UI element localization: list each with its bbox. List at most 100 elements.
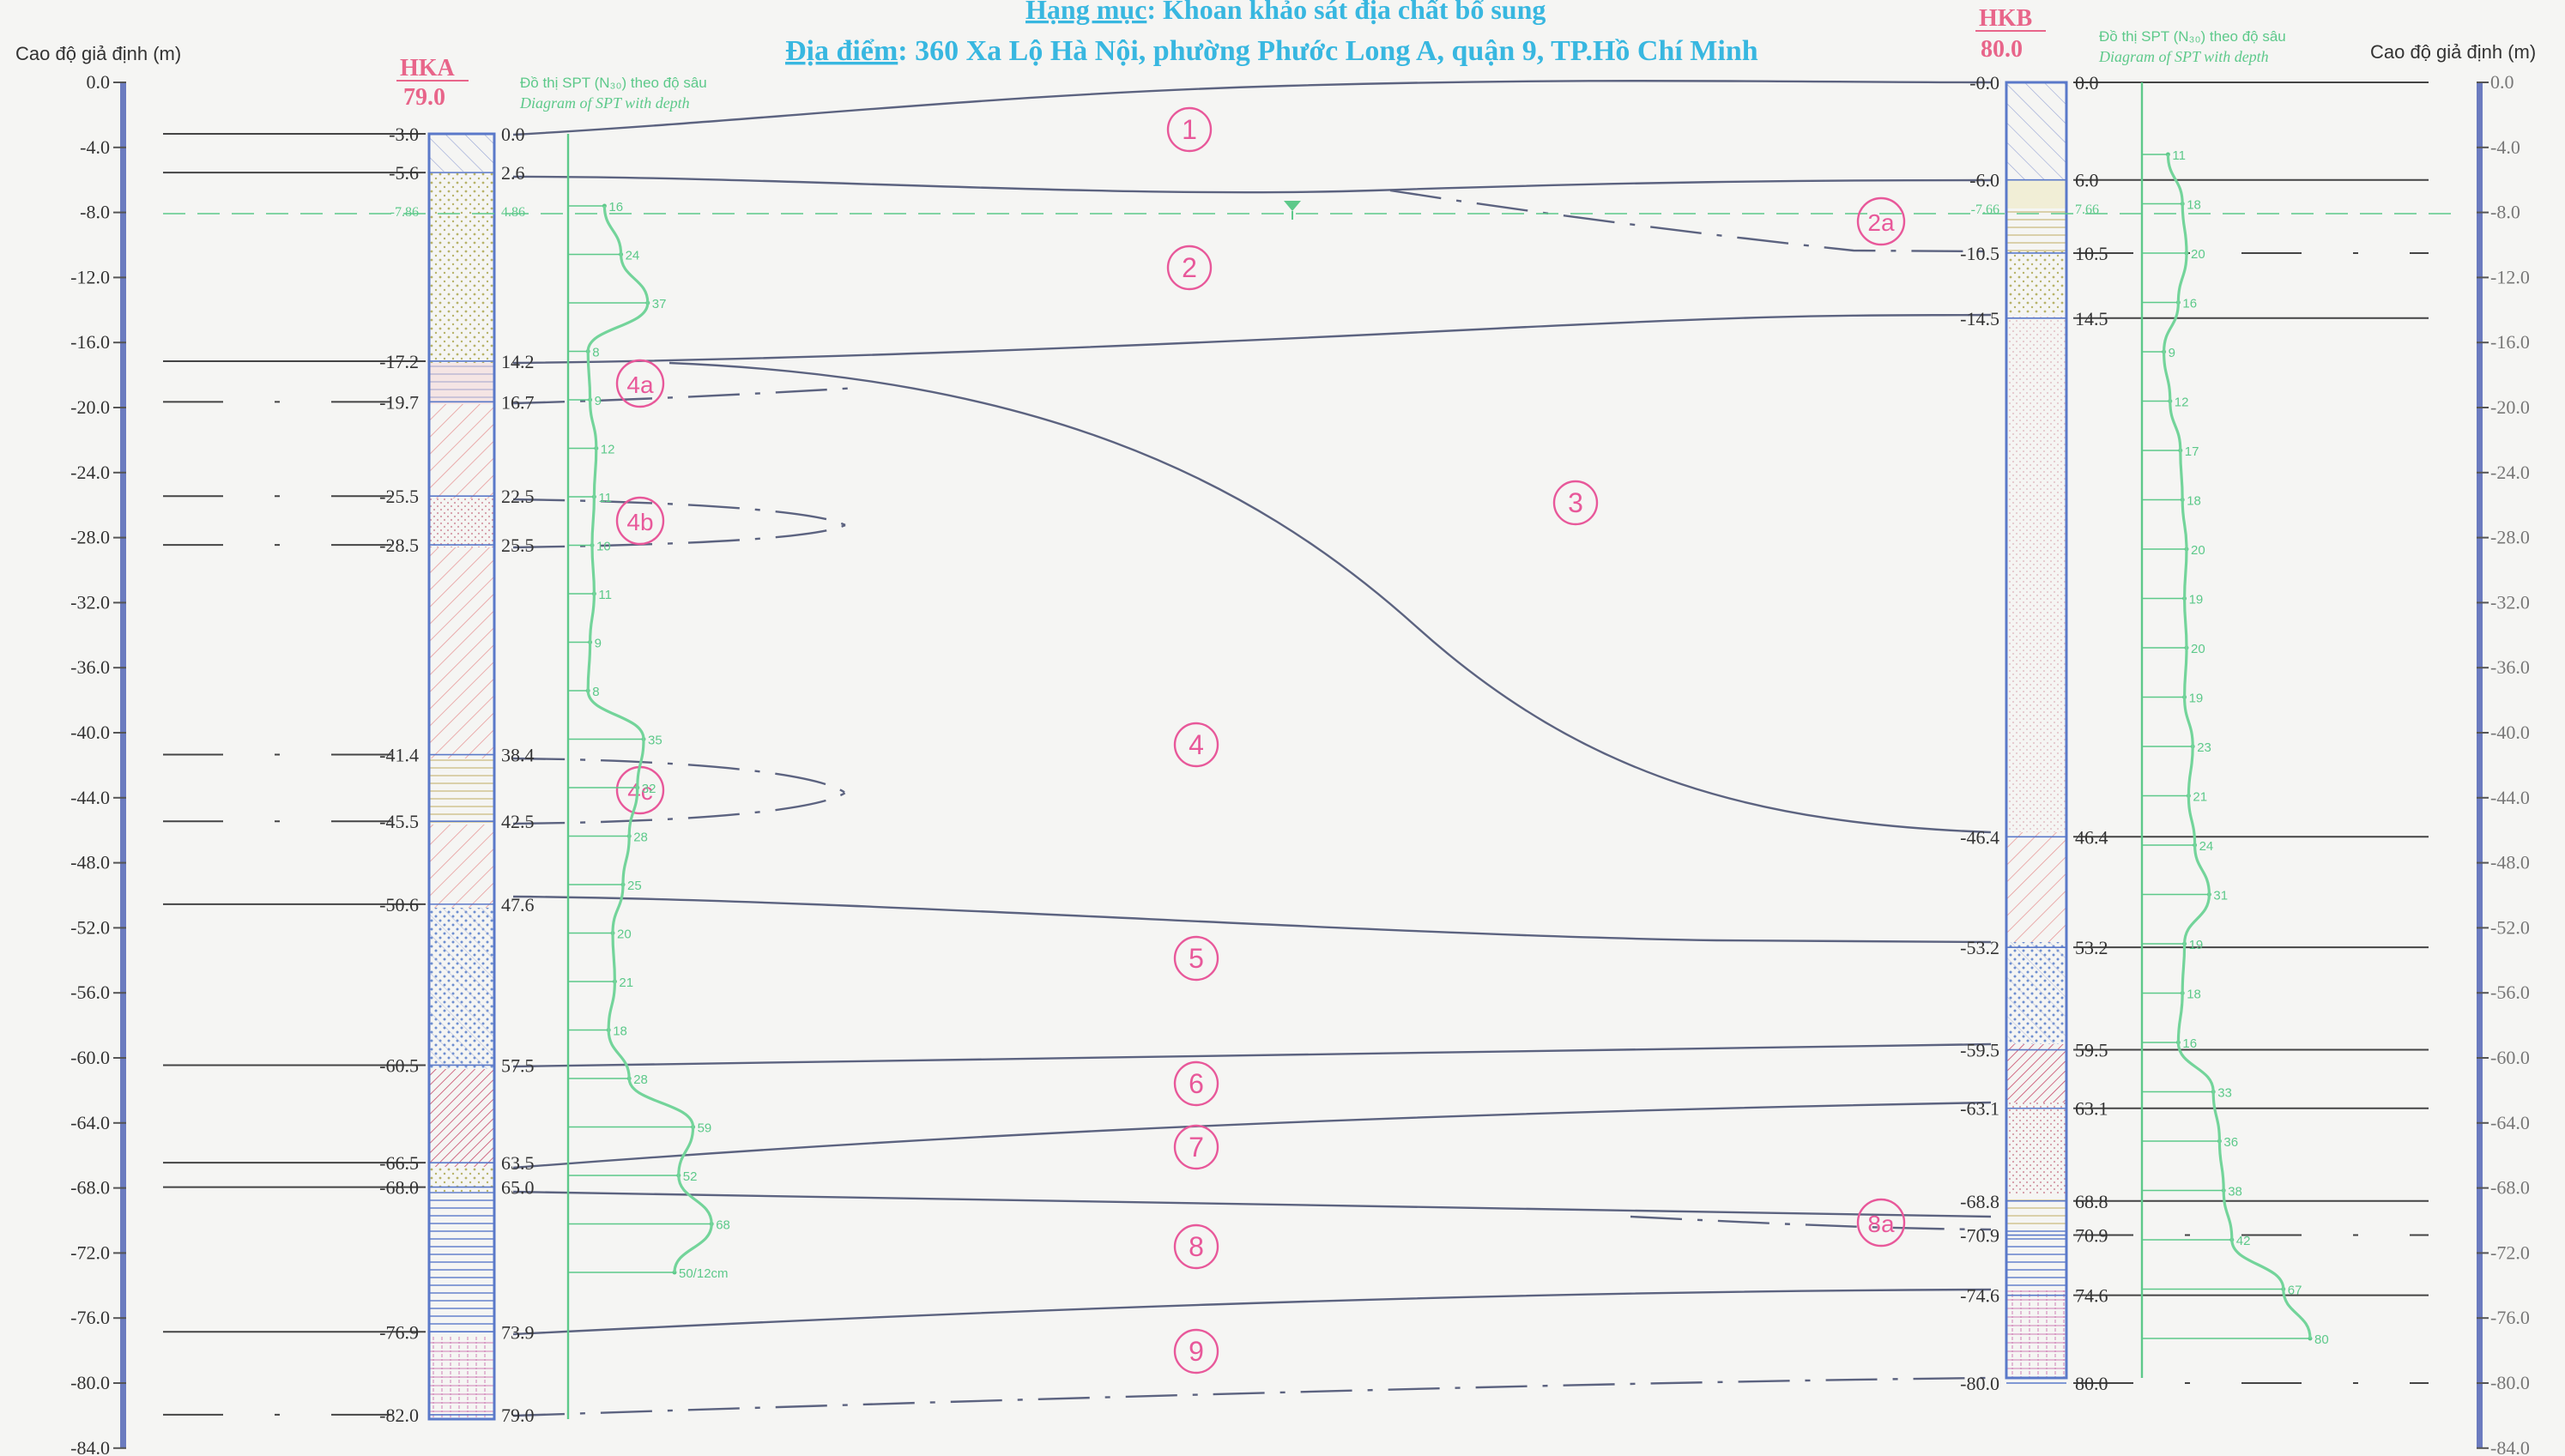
spt-value: 52 bbox=[683, 1169, 698, 1184]
axis-tick-label: -72.0 bbox=[70, 1242, 110, 1263]
layer-label-circle bbox=[1173, 1124, 1219, 1170]
right-elevation-label: -6.0 bbox=[1969, 170, 1999, 191]
axis-tick-label: -52.0 bbox=[2490, 916, 2530, 938]
axis-tick-label: -48.0 bbox=[70, 852, 110, 873]
spt-value: 18 bbox=[2187, 988, 2201, 1002]
left-depth-label: 47.6 bbox=[501, 894, 535, 915]
left-elevation-label: -19.7 bbox=[379, 391, 419, 413]
header-line-1-label: Hạng mục bbox=[1025, 0, 1146, 25]
spt-value: 18 bbox=[613, 1024, 627, 1039]
right-depth-label: 74.6 bbox=[2075, 1285, 2108, 1307]
left-elevation-label: -66.5 bbox=[379, 1152, 419, 1174]
right-elevation-label: -70.9 bbox=[1960, 1225, 1999, 1247]
axis-tick-label: -48.0 bbox=[2490, 852, 2530, 873]
layer-label-4: 4 bbox=[1189, 729, 1204, 760]
left-depth-label: 4.86 bbox=[501, 205, 525, 220]
spt-value: 20 bbox=[2191, 543, 2205, 558]
spt-value: 11 bbox=[2172, 148, 2186, 163]
right-depth-label: 70.9 bbox=[2075, 1225, 2108, 1247]
layer-label-8a: 8a bbox=[1867, 1211, 1895, 1237]
borehole-name-right: HKB bbox=[1979, 5, 2032, 32]
borehole-header-left: HKA 79.0 Đồ thị SPT (N₃₀) theo độ sâu Di… bbox=[396, 55, 707, 112]
right-elevation-label: -14.5 bbox=[1960, 308, 1999, 329]
axis-tick-label: -80.0 bbox=[2490, 1372, 2530, 1393]
spt-value: 16 bbox=[608, 200, 623, 214]
layer-label-1: 1 bbox=[1182, 114, 1197, 145]
layer-label-7: 7 bbox=[1189, 1132, 1204, 1163]
left-depth-label: 2.6 bbox=[501, 162, 525, 184]
left-elevation-label: -45.5 bbox=[379, 811, 419, 832]
axis-tick-label: 0.0 bbox=[2490, 71, 2514, 93]
axis-tick-label: -32.0 bbox=[70, 591, 110, 613]
left-depth-label: 63.5 bbox=[501, 1152, 535, 1174]
right-elevation-label: -68.8 bbox=[1960, 1191, 1999, 1212]
axis-tick-label: -20.0 bbox=[70, 396, 110, 418]
left-elevation-label: -68.0 bbox=[379, 1177, 419, 1199]
spt-title-right: Đồ thị SPT (N₃₀) theo độ sâu bbox=[2099, 28, 2286, 45]
spt-value: 32 bbox=[642, 782, 656, 796]
layer-label-circle bbox=[1166, 106, 1213, 153]
boundary-8a bbox=[1630, 1215, 1992, 1231]
axis-tick-label: -52.0 bbox=[70, 916, 110, 938]
left-depth-label: 38.4 bbox=[501, 745, 535, 766]
spt-value: 21 bbox=[2193, 790, 2207, 805]
boundary-4a bbox=[512, 386, 859, 405]
left-depth-label: 14.2 bbox=[501, 351, 535, 372]
axis-tick-label: -24.0 bbox=[2490, 462, 2530, 483]
right-depth-label: 53.2 bbox=[2075, 937, 2108, 958]
right-depth-label: 63.1 bbox=[2075, 1098, 2108, 1120]
axis-tick-label: -76.0 bbox=[2490, 1307, 2530, 1328]
left-depth-label: 57.5 bbox=[501, 1054, 535, 1076]
axis-bar-right bbox=[2477, 82, 2483, 1448]
layer-label-circle bbox=[615, 359, 665, 408]
right-depth-label: 14.5 bbox=[2075, 308, 2108, 329]
axis-tick-label: -8.0 bbox=[2490, 202, 2520, 223]
spt-value: 50/12cm bbox=[679, 1266, 729, 1281]
left-elevation-label: -28.5 bbox=[379, 535, 419, 556]
axis-tick-label: -44.0 bbox=[70, 787, 110, 808]
axis-tick-label: -8.0 bbox=[80, 202, 110, 223]
boundary-4c-bottom bbox=[512, 791, 846, 825]
left-depth-label: 25.5 bbox=[501, 535, 535, 556]
axis-tick-label: 0.0 bbox=[87, 71, 111, 93]
left-elevation-label: -50.6 bbox=[379, 894, 419, 915]
spt-value: 42 bbox=[2236, 1234, 2251, 1248]
spt-value: 10 bbox=[596, 540, 611, 554]
layer-label-circle bbox=[1856, 1198, 1906, 1248]
left-elevation-label: -5.6 bbox=[389, 162, 419, 184]
axis-tick-label: -76.0 bbox=[70, 1307, 110, 1328]
spt-value: 9 bbox=[595, 394, 602, 408]
right-elevation-label: -63.1 bbox=[1960, 1098, 1999, 1120]
left-depth-label: 0.0 bbox=[501, 124, 525, 145]
axis-tick-label: -72.0 bbox=[2490, 1242, 2530, 1263]
spt-value: 11 bbox=[598, 491, 612, 505]
layer-label-3: 3 bbox=[1568, 487, 1583, 518]
axis-tick-label: -16.0 bbox=[70, 331, 110, 353]
axis-tick-label: -68.0 bbox=[2490, 1177, 2530, 1199]
axis-label-left: Cao độ giả định (m) bbox=[15, 43, 181, 64]
left-elevation-label: -76.9 bbox=[379, 1321, 419, 1343]
groundwater-level bbox=[163, 201, 2454, 220]
axis-tick-label: -16.0 bbox=[2490, 331, 2530, 353]
axis-tick-label: -4.0 bbox=[80, 136, 110, 158]
borehole-ground-left: 79.0 bbox=[403, 84, 445, 111]
boundary-2a-top bbox=[1389, 189, 1992, 253]
boundary-ground bbox=[512, 80, 1992, 136]
axis-tick-label: -56.0 bbox=[2490, 982, 2530, 1003]
spt-value: 80 bbox=[2314, 1332, 2329, 1347]
spt-value: 31 bbox=[2213, 889, 2228, 903]
right-elevation-label: -7.66 bbox=[1971, 202, 1999, 217]
spt-value: 12 bbox=[601, 443, 615, 457]
spt-value: 38 bbox=[2228, 1185, 2242, 1199]
left-depth-label: 79.0 bbox=[501, 1405, 535, 1426]
water-table-icon bbox=[1284, 201, 1301, 211]
spt-value: 11 bbox=[598, 588, 612, 602]
axis-tick-label: -60.0 bbox=[70, 1047, 110, 1068]
layer-label-circle bbox=[615, 496, 665, 546]
right-elevation-label: -59.5 bbox=[1960, 1040, 1999, 1061]
spt-value: 23 bbox=[2197, 740, 2211, 755]
layer-label-circle bbox=[1173, 1223, 1219, 1270]
axis-tick-label: -80.0 bbox=[70, 1372, 110, 1393]
boundary-5-6 bbox=[512, 1042, 1992, 1068]
axis-tick-label: -28.0 bbox=[2490, 527, 2530, 548]
